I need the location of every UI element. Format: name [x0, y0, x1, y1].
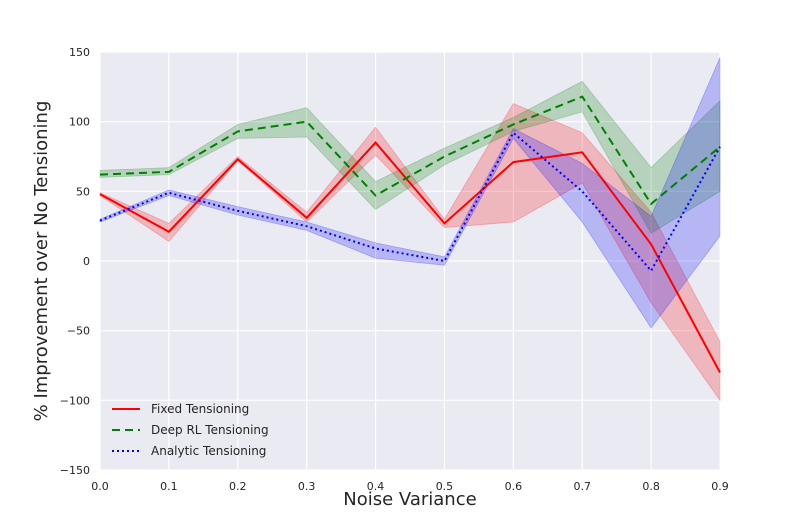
x-tick-label: 0.3	[298, 480, 316, 493]
x-tick-label: 0.7	[573, 480, 591, 493]
x-tick-label: 0.2	[229, 480, 247, 493]
y-tick-label: 50	[76, 185, 90, 198]
y-tick-label: 100	[69, 116, 90, 129]
y-tick-labels: 150 100 50 0 −50 −100 −150	[60, 46, 90, 477]
legend-label-2: Analytic Tensioning	[151, 444, 266, 458]
y-tick-label: 150	[69, 46, 90, 59]
y-tick-label: −50	[67, 325, 90, 338]
y-tick-label: 0	[83, 255, 90, 268]
y-tick-label: −150	[60, 464, 90, 477]
x-tick-label: 0.1	[160, 480, 178, 493]
legend-label-0: Fixed Tensioning	[151, 402, 249, 416]
x-tick-label: 0.5	[436, 480, 454, 493]
x-tick-label: 0.9	[711, 480, 729, 493]
legend-label-1: Deep RL Tensioning	[151, 423, 269, 437]
x-tick-label: 0.0	[91, 480, 109, 493]
grid	[99, 51, 721, 471]
y-axis-title: % Improvement over No Tensioning	[31, 101, 52, 422]
legend: Fixed Tensioning Deep RL Tensioning Analyt…	[112, 402, 269, 458]
x-axis-title: Noise Variance	[343, 489, 476, 510]
x-tick-label: 0.4	[367, 480, 385, 493]
x-tick-label: 0.8	[642, 480, 660, 493]
y-tick-label: −100	[60, 394, 90, 407]
band-series-2	[99, 57, 721, 329]
band-series-1	[99, 80, 721, 234]
band-series-0	[99, 103, 721, 402]
series-lines	[99, 95, 721, 373]
x-tick-label: 0.6	[505, 480, 523, 493]
x-tick-labels: 0.0 0.1 0.2 0.3 0.4 0.5 0.6 0.7 0.8 0.9	[91, 480, 729, 493]
confidence-bands	[99, 57, 721, 402]
line-series-0	[99, 141, 721, 373]
line-series-1	[99, 95, 721, 206]
